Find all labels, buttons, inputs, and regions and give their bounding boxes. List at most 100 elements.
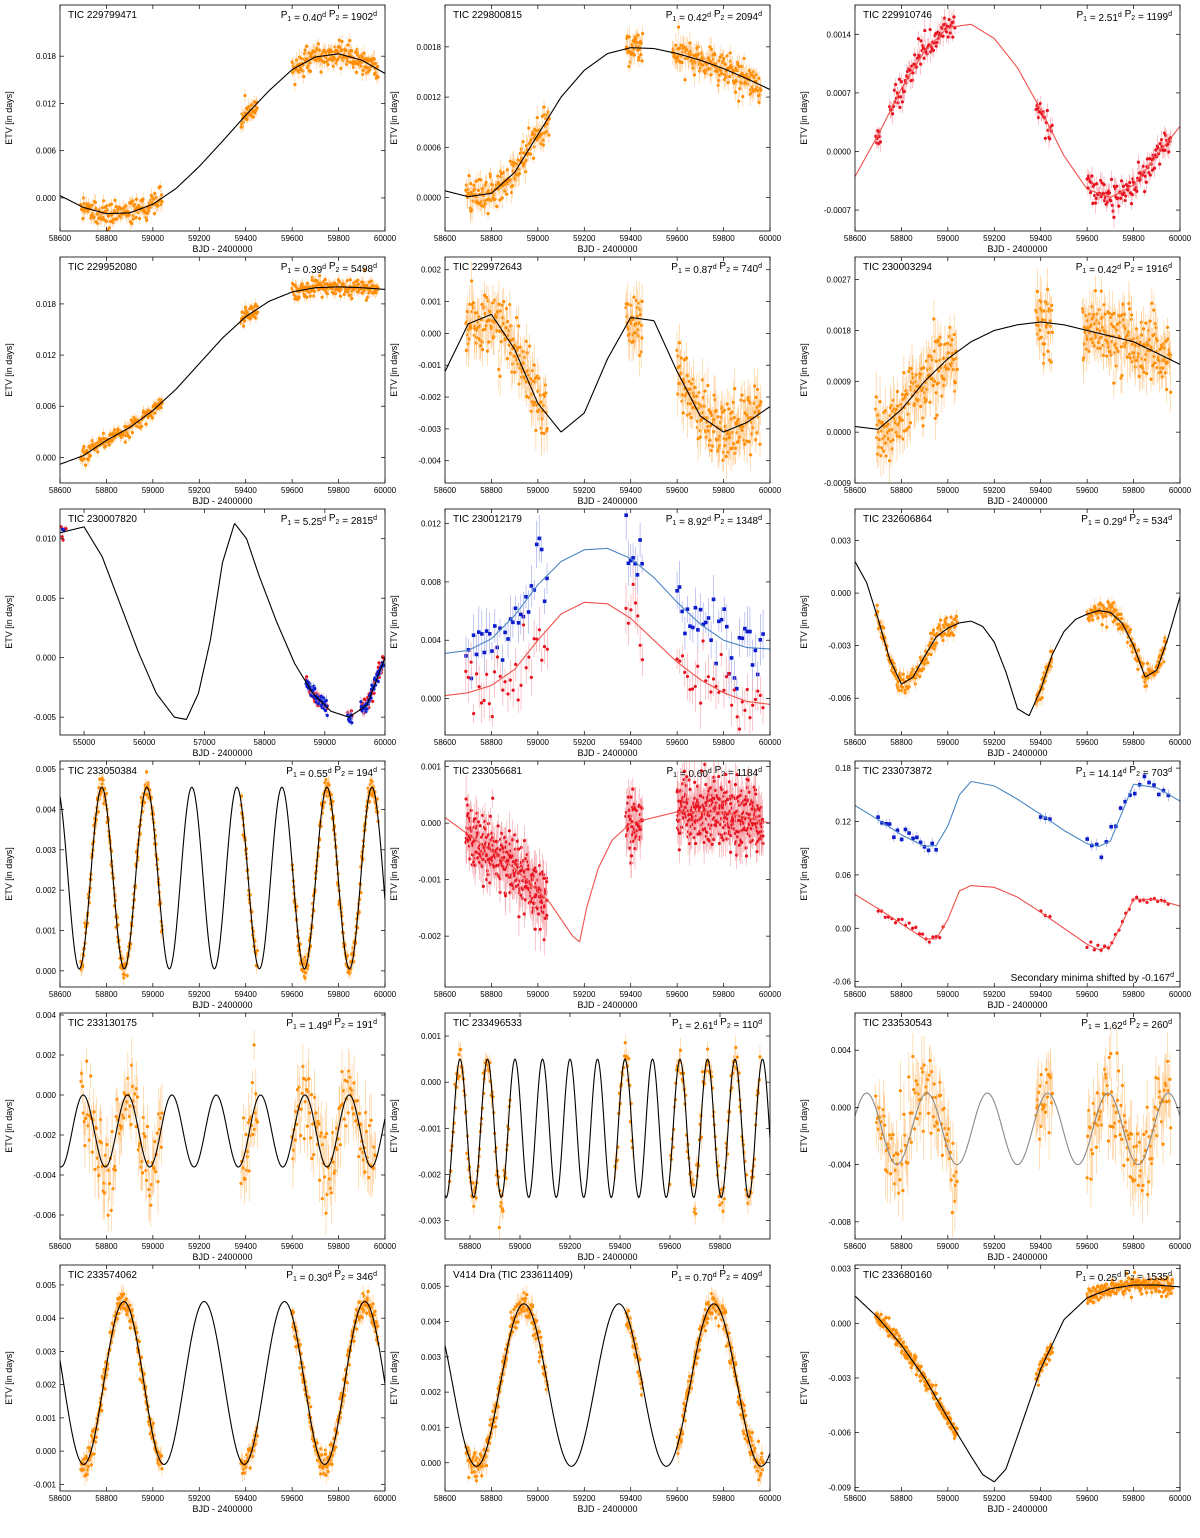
data-point <box>1127 307 1132 311</box>
x-axis-label: BJD - 2400000 <box>577 244 637 254</box>
data-point <box>254 316 258 320</box>
data-point <box>734 90 738 94</box>
data-point <box>894 407 899 412</box>
data-point <box>716 83 720 87</box>
data-point <box>883 434 887 438</box>
data-point <box>303 48 307 52</box>
data-point <box>326 62 330 67</box>
data-point <box>504 306 509 311</box>
data-point <box>943 342 947 346</box>
periods-label: P1 = 0.87d P2 = 740d <box>671 261 762 276</box>
data-point <box>513 370 517 374</box>
data-point <box>305 675 309 679</box>
data-point <box>901 437 905 441</box>
data-point <box>895 389 900 394</box>
data-point <box>922 56 926 60</box>
panel-title: TIC 229910746 <box>863 10 932 21</box>
data-point <box>113 428 117 432</box>
data-point <box>89 446 94 450</box>
x-tick-label: 59000 <box>937 234 960 243</box>
data-point <box>712 430 716 434</box>
data-point <box>736 417 741 421</box>
data-point <box>921 416 925 420</box>
data-point <box>1150 301 1154 305</box>
data-point <box>505 168 509 172</box>
data-point <box>951 35 955 39</box>
data-point <box>709 411 713 415</box>
data-point <box>1130 313 1134 317</box>
data-point <box>362 51 366 55</box>
data-point <box>1123 198 1127 203</box>
data-point <box>919 372 923 376</box>
data-point <box>754 395 758 399</box>
plot-area <box>445 261 770 480</box>
x-tick-label: 59200 <box>188 234 211 243</box>
data-point <box>104 219 109 224</box>
data-point <box>355 47 359 52</box>
data-point <box>537 376 541 380</box>
x-tick-label: 59000 <box>527 486 550 495</box>
data-point <box>361 281 365 285</box>
data-point <box>497 367 501 372</box>
data-point <box>470 279 474 283</box>
data-point <box>757 100 761 105</box>
data-point <box>1154 148 1158 152</box>
data-point <box>1119 345 1124 349</box>
data-point <box>727 407 731 411</box>
data-point <box>322 60 326 64</box>
data-point <box>131 217 135 221</box>
data-point <box>323 277 327 282</box>
data-point <box>1088 190 1093 195</box>
data-point <box>88 454 92 458</box>
data-point <box>134 197 139 201</box>
data-point <box>150 416 155 420</box>
data-point <box>947 334 951 339</box>
data-point <box>516 345 520 350</box>
data-point <box>1035 289 1040 294</box>
data-point <box>241 324 246 328</box>
data-point <box>1039 335 1043 339</box>
data-point <box>936 338 940 342</box>
data-point <box>681 411 685 415</box>
data-point <box>1129 317 1133 321</box>
panel-title: TIC 230003294 <box>863 262 932 273</box>
data-point <box>1152 308 1156 312</box>
x-tick-label: 58600 <box>434 234 457 243</box>
data-point <box>1095 312 1099 316</box>
plot-area <box>60 33 385 231</box>
data-point <box>756 89 760 93</box>
data-point <box>336 50 340 54</box>
data-point <box>348 38 352 43</box>
x-tick-label: 60000 <box>374 234 397 243</box>
data-point <box>677 341 682 345</box>
x-tick-label: 59600 <box>281 486 304 495</box>
data-point <box>934 44 938 48</box>
data-point <box>96 450 100 454</box>
data-point <box>740 81 744 85</box>
data-point <box>293 82 297 87</box>
etv-panel: 58600 58800 59000 59200 59400 59600 59800 60000… <box>799 256 1192 506</box>
data-point <box>943 22 947 26</box>
data-point <box>680 399 684 403</box>
data-point <box>60 525 63 529</box>
model-curve <box>445 313 770 433</box>
data-point <box>145 218 149 222</box>
x-tick-label: 58600 <box>434 486 457 495</box>
data-point <box>1160 375 1164 379</box>
data-point <box>531 403 536 407</box>
data-point <box>680 60 684 64</box>
data-point <box>931 48 936 52</box>
data-point <box>1104 202 1108 206</box>
data-point <box>702 404 706 408</box>
data-point <box>496 174 500 178</box>
data-point <box>931 377 935 382</box>
y-tick-label: 0.0018 <box>827 326 852 335</box>
data-point <box>243 305 248 309</box>
data-point <box>468 302 472 306</box>
data-point <box>483 202 487 206</box>
data-point <box>741 428 745 433</box>
data-point <box>683 78 687 82</box>
data-point <box>124 204 128 208</box>
plot-frame <box>854 256 1181 484</box>
data-point <box>1167 150 1171 154</box>
